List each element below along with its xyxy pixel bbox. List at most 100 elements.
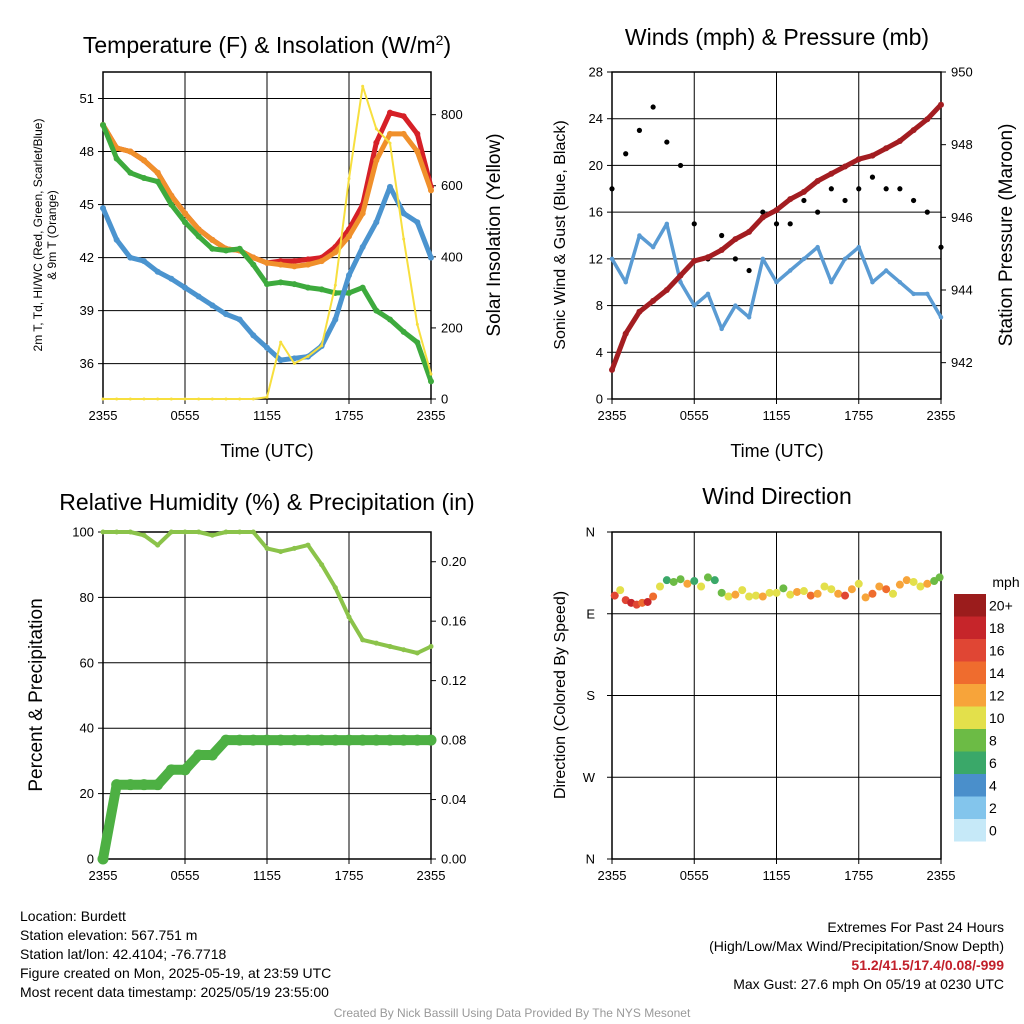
temperature-series-yellow-point — [388, 141, 392, 145]
temperature-series-green-point — [236, 245, 243, 252]
temperature-series-yellow-point — [265, 395, 269, 399]
temperature-series-blue-point — [277, 357, 284, 364]
direction-point — [690, 577, 699, 586]
winds-ytick-label: 16 — [589, 205, 603, 220]
direction-point — [806, 591, 815, 600]
colorbar-swatch — [954, 639, 986, 662]
temperature-ylabel-2: & 9m T (Orange) — [45, 190, 59, 280]
winds-gust-point — [924, 209, 930, 215]
humidity-series-precip-point — [398, 734, 410, 746]
temperature-series-green-point — [318, 286, 325, 293]
winds-series-wind-point — [705, 291, 711, 297]
temperature-series-yellow-point — [415, 322, 419, 326]
winds-series-pressure-point — [938, 101, 944, 108]
winds-ylabel: Sonic Wind & Gust (Blue, Black) — [552, 120, 569, 349]
temperature-ytick-right-label: 400 — [441, 249, 463, 264]
winds-gust-point — [677, 162, 684, 169]
direction-point — [765, 588, 774, 597]
winds-gust-point — [856, 186, 862, 192]
humidity-ytick-label: 0 — [87, 852, 94, 867]
winds-ytick-label: 24 — [589, 111, 603, 126]
direction-point — [662, 576, 671, 585]
temperature-series-blue-point — [400, 210, 407, 217]
humidity-series-rh-point — [155, 542, 161, 548]
winds-series-pressure-point — [746, 228, 753, 235]
temperature-xlabel: Time (UTC) — [220, 441, 313, 461]
temperature-series-yellow-point — [156, 397, 160, 401]
temperature-series-yellow-point — [183, 397, 187, 401]
temperature-xtick-label: 1155 — [253, 408, 281, 423]
humidity-ytick-label: 60 — [80, 655, 94, 670]
direction-point — [643, 597, 652, 606]
direction-point — [683, 579, 692, 588]
direction-point — [724, 592, 733, 601]
temperature-series-yellow-point — [197, 397, 201, 401]
winds-ytick-label: 28 — [589, 65, 603, 80]
humidity-series-precip-point — [316, 734, 328, 746]
temperature-series-yellow-point — [238, 397, 242, 401]
humidity-series-rh-point — [141, 532, 147, 538]
humidity-series-rh-point — [114, 529, 120, 535]
winds-series-wind-point — [678, 279, 683, 285]
temperature-series-yellow-point — [224, 397, 228, 401]
humidity-series-precip-point — [234, 734, 246, 746]
direction-point — [779, 584, 788, 593]
winds-series-wind-point — [746, 315, 752, 320]
extremes-subtitle: (High/Low/Max Wind/Precipitation/Snow De… — [709, 938, 1004, 954]
colorbar-label: 0 — [989, 822, 997, 838]
direction-point — [882, 585, 891, 594]
winds-gust-point — [609, 186, 615, 192]
temperature-series-blue-point — [414, 219, 421, 226]
temperature-series-yellow-point — [128, 397, 132, 401]
temperature-ytick-label: 42 — [80, 250, 94, 265]
winds-ytick-right-label: 948 — [951, 137, 973, 152]
temperature-series-yellow-point — [402, 237, 406, 241]
temperature-series-blue-point — [346, 272, 352, 279]
winds-series-wind-point — [719, 326, 724, 332]
direction-ytick-label: N — [586, 852, 595, 867]
winds-gust-point — [801, 197, 807, 204]
temperature-series-yellow-point — [115, 397, 119, 401]
temperature-series-yellow-point — [429, 372, 433, 376]
temperature-series-orange-point — [141, 157, 147, 164]
temperature-series-orange-point — [428, 187, 434, 194]
direction-point — [813, 589, 822, 598]
winds-ylabel-right: Station Pressure (Maroon) — [996, 124, 1017, 347]
direction-point — [786, 590, 795, 599]
winds-xtick-label: 2355 — [927, 408, 956, 423]
winds-xtick-label: 0555 — [680, 408, 709, 423]
temperature-series-green-point — [127, 169, 134, 176]
winds-series-wind-point — [637, 233, 642, 238]
humidity-series-rh-point — [250, 529, 256, 535]
humidity-series-rh-point — [428, 643, 434, 649]
winds-series-wind-point — [664, 221, 670, 227]
temperature-ytick-label: 39 — [80, 303, 94, 318]
humidity-series-precip-point — [370, 734, 382, 746]
temperature-series-orange-point — [373, 157, 380, 164]
colorbar-label: 20+ — [989, 597, 1013, 613]
temperature-series-yellow-point — [292, 361, 296, 365]
temperature-series-green-point — [373, 307, 380, 314]
winds-series-wind-point — [815, 244, 820, 250]
winds-series-pressure-point — [622, 330, 629, 337]
winds-series-wind-point — [774, 279, 779, 285]
winds-xtick-label: 1755 — [844, 408, 873, 423]
winds-ytick-right-label: 942 — [951, 355, 973, 370]
direction-point — [669, 577, 678, 586]
temperature-series-orange-point — [291, 263, 298, 270]
winds-series-pressure-point — [814, 178, 821, 184]
winds-series-wind-point — [801, 256, 807, 262]
temperature-series-green-point — [209, 245, 216, 252]
temperature-title: Temperature (F) & Insolation (W/m2) — [83, 32, 451, 58]
winds-gust-point — [664, 139, 670, 145]
winds-series-wind-point — [856, 244, 861, 250]
max-gust-text: Max Gust: 27.6 mph On 05/19 at 0230 UTC — [733, 976, 1004, 992]
temperature-series-green-point — [100, 122, 106, 129]
temperature-xtick-label: 2355 — [89, 408, 118, 423]
humidity-series-precip-point — [111, 779, 123, 791]
temperature-series-blue-point — [113, 236, 120, 243]
winds-series-pressure-point — [842, 163, 849, 170]
winds-gust-point — [815, 209, 821, 215]
winds-series-pressure-point — [677, 272, 684, 279]
